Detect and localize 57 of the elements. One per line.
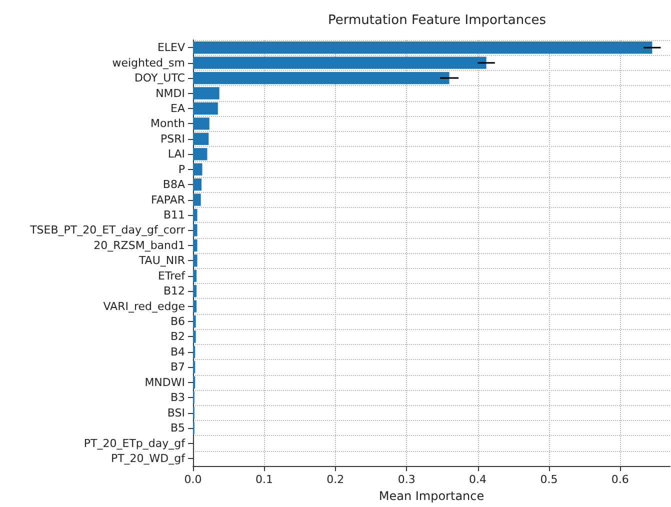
- y-tick-label: ELEV: [157, 41, 186, 54]
- y-tick-label: PT_20_ETp_day_gf: [84, 436, 186, 450]
- y-tick-label: B8A: [162, 178, 186, 192]
- y-tick-label: PT_20_WD_gf: [110, 452, 186, 465]
- bar: [193, 118, 210, 130]
- y-tick-label: ETref: [158, 269, 186, 282]
- x-tick-label: 0.0: [184, 473, 202, 486]
- bar: [193, 254, 198, 267]
- bar: [193, 208, 198, 222]
- bar: [193, 87, 220, 100]
- x-axis-title: Mean Importance: [378, 489, 484, 503]
- y-tick-label: B6: [170, 315, 185, 328]
- bar: [193, 178, 202, 191]
- y-tick-label: B5: [170, 422, 185, 435]
- x-tick-label: 0.4: [469, 473, 487, 486]
- x-tick-label: 0.1: [255, 473, 273, 486]
- y-tick-label: MNDWI: [144, 376, 185, 389]
- bar: [193, 56, 486, 69]
- bar: [193, 102, 218, 115]
- y-tick-label: LAI: [168, 148, 185, 161]
- bar: [193, 132, 209, 146]
- bar: [193, 239, 198, 252]
- y-tick-label: P: [178, 162, 186, 176]
- y-tick-label: B4: [170, 345, 185, 358]
- y-tick-label: VARI_red_edge: [103, 300, 186, 313]
- y-tick-label: DOY_UTC: [134, 72, 186, 85]
- bar: [193, 224, 198, 236]
- y-tick-label: TSEB_PT_20_ET_day_gf_corr: [29, 224, 186, 237]
- y-tick-label: B3: [170, 391, 185, 404]
- bar: [193, 285, 197, 298]
- x-tick-label: 0.3: [398, 473, 416, 486]
- x-tick-label: 0.5: [540, 473, 558, 486]
- bar: [193, 300, 197, 312]
- y-tick-label: 20_RZSM_band1: [94, 238, 185, 252]
- bar: [193, 72, 450, 84]
- x-tick-label: 0.2: [326, 473, 344, 486]
- chart-title: Permutation Feature Importances: [328, 13, 546, 28]
- y-tick-label: weighted_sm: [112, 56, 185, 70]
- y-tick-label: BSI: [167, 406, 185, 420]
- bar: [193, 163, 202, 176]
- y-tick-label: NMDI: [156, 86, 185, 100]
- y-tick-label: EA: [170, 102, 186, 115]
- bar: [193, 330, 196, 343]
- bar: [193, 42, 652, 54]
- y-tick-label: FAPAR: [151, 193, 186, 206]
- y-tick-label: PSRI: [160, 132, 185, 146]
- y-tick-label: Month: [150, 117, 186, 130]
- y-tick-label: B7: [170, 360, 185, 374]
- bar: [193, 270, 197, 282]
- bar: [193, 194, 201, 206]
- y-tick-label: B11: [163, 208, 185, 222]
- y-tick-label: B12: [163, 284, 185, 298]
- bar: [193, 148, 208, 160]
- y-tick-label: B2: [170, 330, 185, 344]
- x-tick-label: 0.6: [611, 473, 629, 486]
- bar: [193, 315, 196, 328]
- y-tick-label: TAU_NIR: [138, 254, 186, 268]
